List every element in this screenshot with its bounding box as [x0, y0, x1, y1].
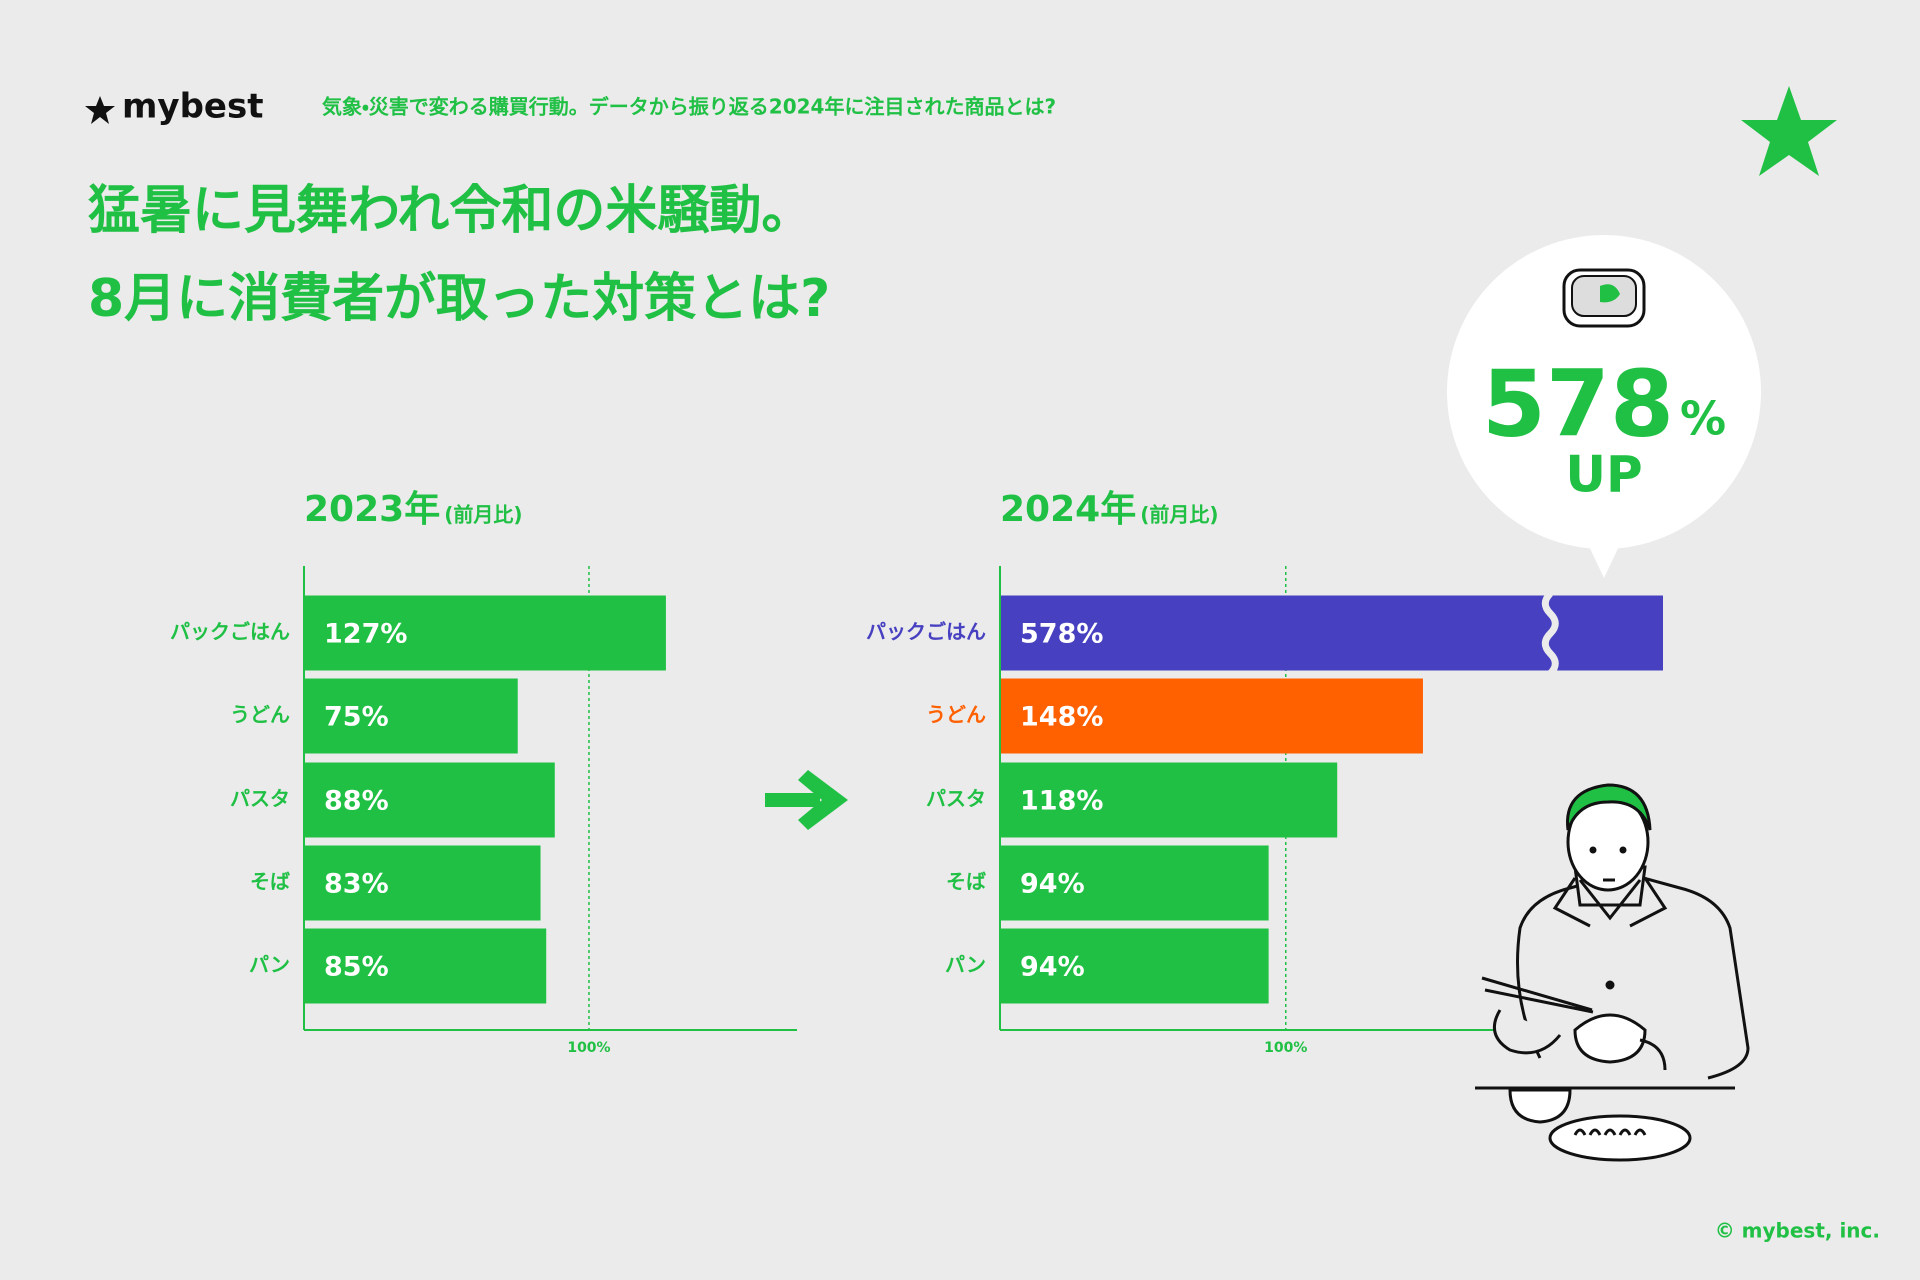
callout-bubble: 578 % UP	[1447, 235, 1761, 578]
bar	[1000, 928, 1269, 1004]
callout-sub: UP	[1565, 446, 1642, 504]
value-label: 148%	[1020, 702, 1103, 733]
bar-chart: 2023年 (前月比) 100% パックごはん 127% うどん 75% パスタ 88% そば 83…	[170, 489, 797, 1056]
chart-subtitle: (前月比)	[444, 503, 522, 527]
value-label: 127%	[324, 619, 407, 650]
rice-pack-icon	[1562, 268, 1646, 328]
category-label: パスタ	[926, 787, 986, 811]
logo: mybest	[122, 87, 263, 127]
bar-chart: 2024年 (前月比) 100% パックごはん 578% うどん 148% パスタ 118% そば…	[866, 489, 1663, 1056]
callout-unit: %	[1680, 392, 1726, 446]
chart-title: 2023年	[304, 489, 440, 530]
category-label: パスタ	[230, 787, 290, 811]
value-label: 118%	[1020, 786, 1103, 817]
value-label: 94%	[1020, 952, 1085, 983]
category-label: そば	[946, 870, 986, 894]
category-label: パックごはん	[170, 620, 290, 644]
bar	[1000, 845, 1269, 921]
axis-break	[1541, 591, 1559, 676]
category-label: パックごはん	[866, 620, 986, 644]
value-label: 88%	[324, 786, 389, 817]
category-label: パン	[945, 953, 986, 977]
category-label: うどん	[926, 703, 986, 727]
person-illustration	[1475, 783, 1750, 1162]
bar	[304, 928, 547, 1004]
bar	[304, 595, 666, 671]
bar	[1000, 762, 1338, 838]
header-subtitle: 気象・災害で変わる購買行動。データから振り返る2024年に注目された商品とは?	[322, 95, 1056, 119]
callout-number: 578	[1482, 350, 1674, 457]
bar	[304, 678, 518, 754]
value-label: 578%	[1020, 619, 1103, 650]
value-label: 83%	[324, 869, 389, 900]
chart-subtitle: (前月比)	[1140, 503, 1218, 527]
chart-title: 2024年	[1000, 489, 1136, 530]
arrow	[765, 770, 848, 830]
value-label: 85%	[324, 952, 389, 983]
bar	[304, 762, 555, 838]
copyright: © mybest, inc.	[1715, 1219, 1880, 1243]
bar	[1000, 678, 1423, 754]
x-tick-label: 100%	[1264, 1040, 1307, 1056]
category-label: パン	[249, 953, 290, 977]
title-line: 8月に消費者が取った対策とは?	[88, 269, 830, 329]
category-label: うどん	[230, 703, 290, 727]
bar	[304, 845, 541, 921]
category-label: そば	[250, 870, 290, 894]
charts: 2023年 (前月比)100%パックごはん 127%うどん 75%パスタ 88%そば 83…	[170, 489, 1663, 1056]
value-label: 75%	[324, 702, 389, 733]
logo-star	[85, 96, 115, 124]
value-label: 94%	[1020, 869, 1085, 900]
corner-star	[1741, 86, 1837, 176]
title-line: 猛暑に見舞われ令和の米騒動。	[88, 181, 813, 241]
x-tick-label: 100%	[567, 1040, 610, 1056]
